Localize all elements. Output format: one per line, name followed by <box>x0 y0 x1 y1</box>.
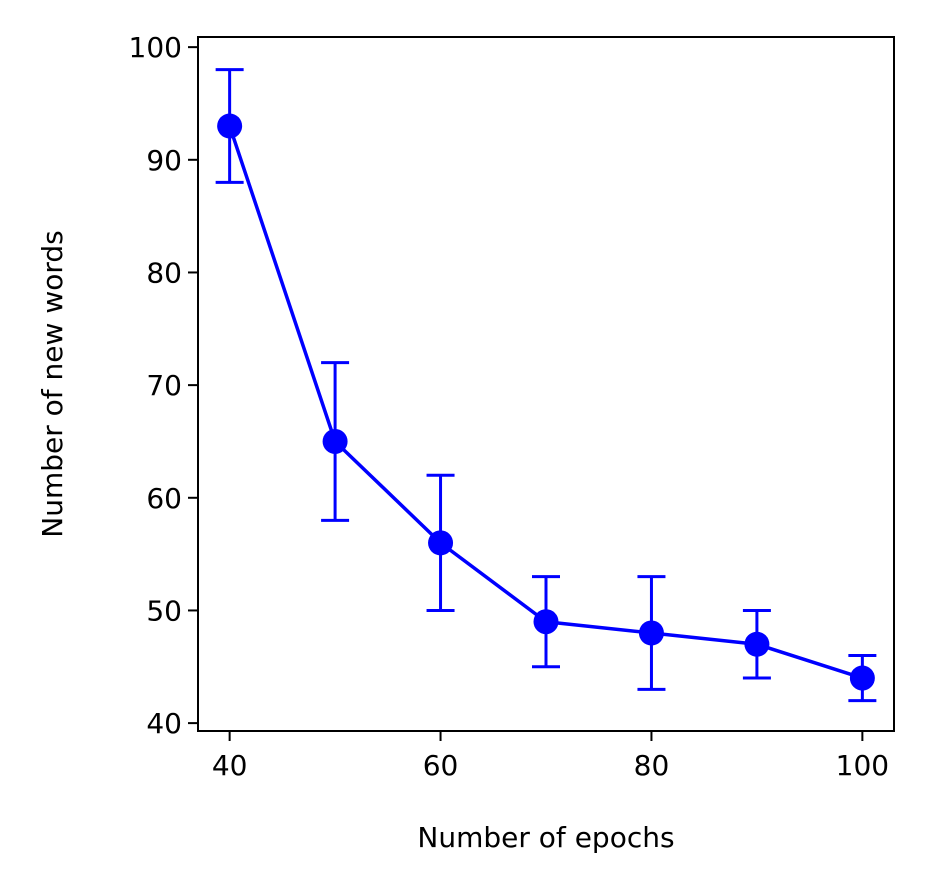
x-tick-label: 80 <box>634 749 670 782</box>
y-axis: 40 50 60 70 80 90 100 <box>129 31 198 740</box>
x-tick-label: 40 <box>212 749 248 782</box>
y-tick-label: 100 <box>129 31 182 64</box>
x-tick-label: 100 <box>836 749 889 782</box>
plot-area <box>215 68 877 703</box>
data-point <box>322 428 348 454</box>
x-axis: 40 60 80 100 <box>212 731 889 782</box>
data-point <box>533 609 559 635</box>
data-point <box>638 620 664 646</box>
x-axis-label: Number of epochs <box>417 821 674 854</box>
data-point <box>428 530 454 556</box>
x-tick-label: 60 <box>423 749 459 782</box>
y-tick-label: 80 <box>146 256 182 289</box>
y-tick-label: 70 <box>146 369 182 402</box>
data-point <box>217 113 243 139</box>
y-tick-label: 60 <box>146 482 182 515</box>
data-point <box>849 665 875 691</box>
y-tick-label: 90 <box>146 144 182 177</box>
y-tick-label: 40 <box>146 707 182 740</box>
axes-frame <box>197 36 895 732</box>
y-tick-label: 50 <box>146 594 182 627</box>
data-point <box>744 631 770 657</box>
y-axis-label: Number of new words <box>36 230 69 537</box>
